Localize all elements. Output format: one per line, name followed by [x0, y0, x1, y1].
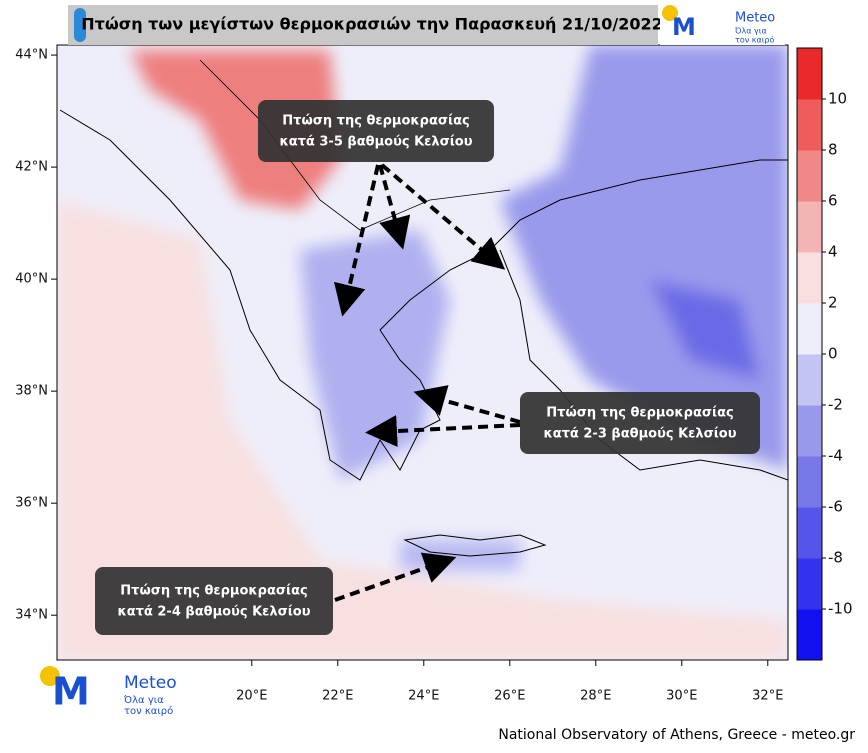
colorbar-segment [797, 252, 822, 304]
footer: National Observatory of Athens, Greece -… [498, 727, 855, 743]
annotation-text: κατά 3-5 βαθμούς Κελσίου [279, 135, 472, 150]
colorbar-tick-label: -2 [828, 396, 843, 414]
colorbar-segment [797, 456, 822, 508]
colorbar-tick-label: 0 [828, 345, 838, 363]
y-tick-label: 36°N [15, 496, 48, 511]
logo-slogan: Όλα για [734, 26, 767, 36]
y-tick-label: 34°N [15, 608, 48, 623]
colorbar-tick-label: 6 [828, 192, 838, 210]
colorbar-segment [797, 609, 822, 661]
logo-name: Meteo [735, 11, 775, 26]
logo-box [660, 5, 785, 45]
annotation-text: Πτώση της θερμοκρασίας [546, 406, 733, 421]
annotation-box [520, 392, 760, 454]
annotation-text: Πτώση της θερμοκρασίας [120, 584, 307, 599]
colorbar-tick-label: 10 [828, 90, 847, 108]
logo-slogan: τον καιρό [735, 35, 774, 45]
annotation-text: κατά 2-3 βαθμούς Κελσίου [543, 427, 736, 442]
y-tick-label: 44°N [15, 48, 48, 63]
colorbar-segment [797, 201, 822, 253]
annotation-box [95, 567, 333, 635]
map-axes: 20°E 22°E 24°E 26°E 28°E 30°E 32°E 34°N 36°N 38°N… [15, 48, 783, 704]
y-tick-label: 40°N [15, 272, 48, 287]
title: Πτώση των μεγίστων θερμοκρασιών την Παρα… [81, 15, 663, 34]
logo-slogan: τον καιρό [124, 705, 173, 717]
annotation-text: Πτώση της θερμοκρασίας [282, 114, 469, 129]
colorbar-tick-label: -4 [828, 447, 843, 465]
colorbar-tick-label: -6 [828, 498, 843, 516]
colorbar-segment [797, 558, 822, 610]
title-bar [68, 5, 658, 45]
colorbar-segment [797, 48, 822, 100]
colorbar-segment [797, 303, 822, 355]
logo-sun [662, 5, 678, 21]
colorbar-segment [797, 150, 822, 202]
x-tick-label: 26°E [494, 689, 525, 704]
logo-m: M [672, 13, 696, 41]
logo-name: Meteo [124, 673, 177, 693]
thermometer-icon [74, 8, 86, 42]
colorbar-tick-label: 8 [828, 141, 838, 159]
y-tick-label: 38°N [15, 384, 48, 399]
colorbar-segment [797, 354, 822, 406]
colorbar-tick-label: -10 [828, 600, 853, 618]
annotation-text: κατά 2-4 βαθμούς Κελσίου [117, 605, 310, 620]
colorbar-tick-label: -8 [828, 549, 843, 567]
colorbar-segment [797, 99, 822, 151]
y-tick-label: 42°N [15, 160, 48, 175]
x-tick-label: 24°E [408, 689, 439, 704]
logo-m: M [52, 670, 90, 714]
colorbar: -10 -8 -6 -4 -2 0 2 4 6 8 10 [796, 47, 853, 661]
annotation-box [258, 100, 494, 162]
colorbar-tick-label: 2 [828, 294, 838, 312]
x-tick-label: 20°E [236, 689, 267, 704]
x-tick-label: 22°E [322, 689, 353, 704]
colorbar-segment [797, 507, 822, 559]
x-tick-label: 30°E [666, 689, 697, 704]
logo-slogan: Όλα για [123, 694, 164, 706]
annotations: Πτώση της θερμοκρασίας κατά 3-5 βαθμούς Κ… [95, 100, 760, 635]
x-tick-label: 32°E [752, 689, 783, 704]
arrows [334, 163, 521, 602]
logo-sun [40, 666, 60, 686]
colorbar-segment [797, 405, 822, 457]
x-tick-label: 28°E [580, 689, 611, 704]
colorbar-tick-label: 4 [828, 243, 838, 261]
